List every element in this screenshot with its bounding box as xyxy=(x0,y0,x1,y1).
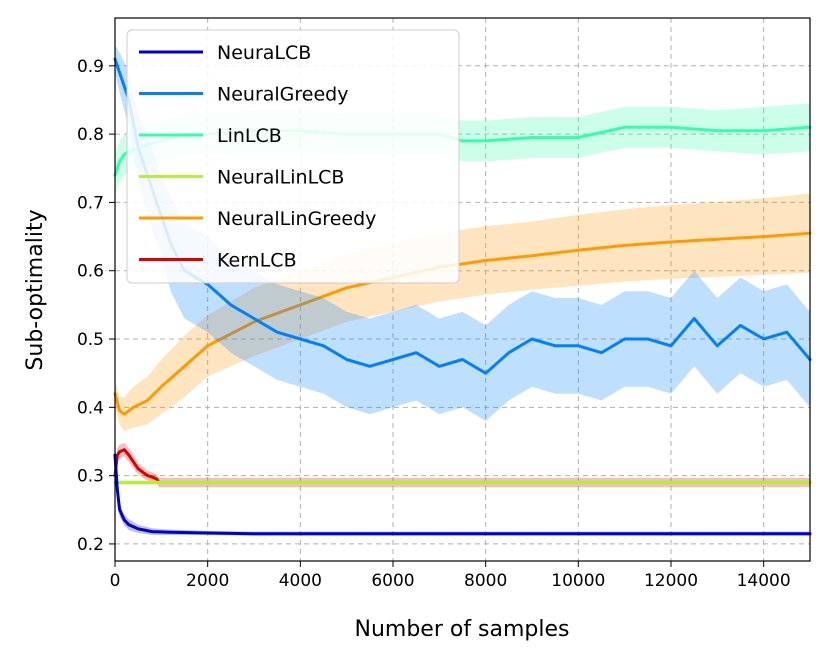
legend: NeuraLCB NeuralGreedy LinLCB NeuralLinLCB Ne… xyxy=(126,29,460,284)
y-tick-label: 0.8 xyxy=(77,125,104,145)
legend-label: LinLCB xyxy=(217,125,282,147)
plot-frame xyxy=(114,17,811,562)
x-tick-label: 8000 xyxy=(464,571,507,591)
legend-label: NeuralGreedy xyxy=(217,84,348,106)
legend-label: NeuralLinGreedy xyxy=(217,208,376,230)
neurallingreedy-line xyxy=(113,231,812,416)
ticks: 0 2000 4000 6000 8000 10000 12000 14000 0.2 0.3 0.… xyxy=(77,57,791,591)
x-tick-label: 14000 xyxy=(737,571,791,591)
x-tick-label: 12000 xyxy=(644,571,698,591)
neuralgreedy-band xyxy=(115,45,810,422)
legend-box xyxy=(126,29,460,284)
neuralcb-line xyxy=(113,453,812,536)
y-tick-label: 0.7 xyxy=(77,193,104,213)
y-axis-label: Sub-optimality xyxy=(23,209,48,370)
x-axis-label: Number of samples xyxy=(354,617,569,642)
legend-label: NeuralLinLCB xyxy=(217,167,344,189)
y-tick-label: 0.3 xyxy=(77,467,104,487)
y-tick-label: 0.2 xyxy=(77,535,104,555)
x-tick-label: 6000 xyxy=(371,571,414,591)
y-tick-label: 0.6 xyxy=(77,262,104,282)
y-tick-label: 0.9 xyxy=(77,57,104,77)
legend-label: NeuraLCB xyxy=(217,42,311,64)
y-tick-label: 0.5 xyxy=(77,330,104,350)
legend-label: KernLCB xyxy=(217,250,297,272)
x-tick-label: 2000 xyxy=(186,571,229,591)
neurallingreedy-band xyxy=(115,193,810,432)
y-tick-label: 0.4 xyxy=(77,398,104,418)
x-tick-label: 10000 xyxy=(551,571,605,591)
x-tick-label: 4000 xyxy=(279,571,322,591)
x-tick-label: 0 xyxy=(110,571,121,591)
